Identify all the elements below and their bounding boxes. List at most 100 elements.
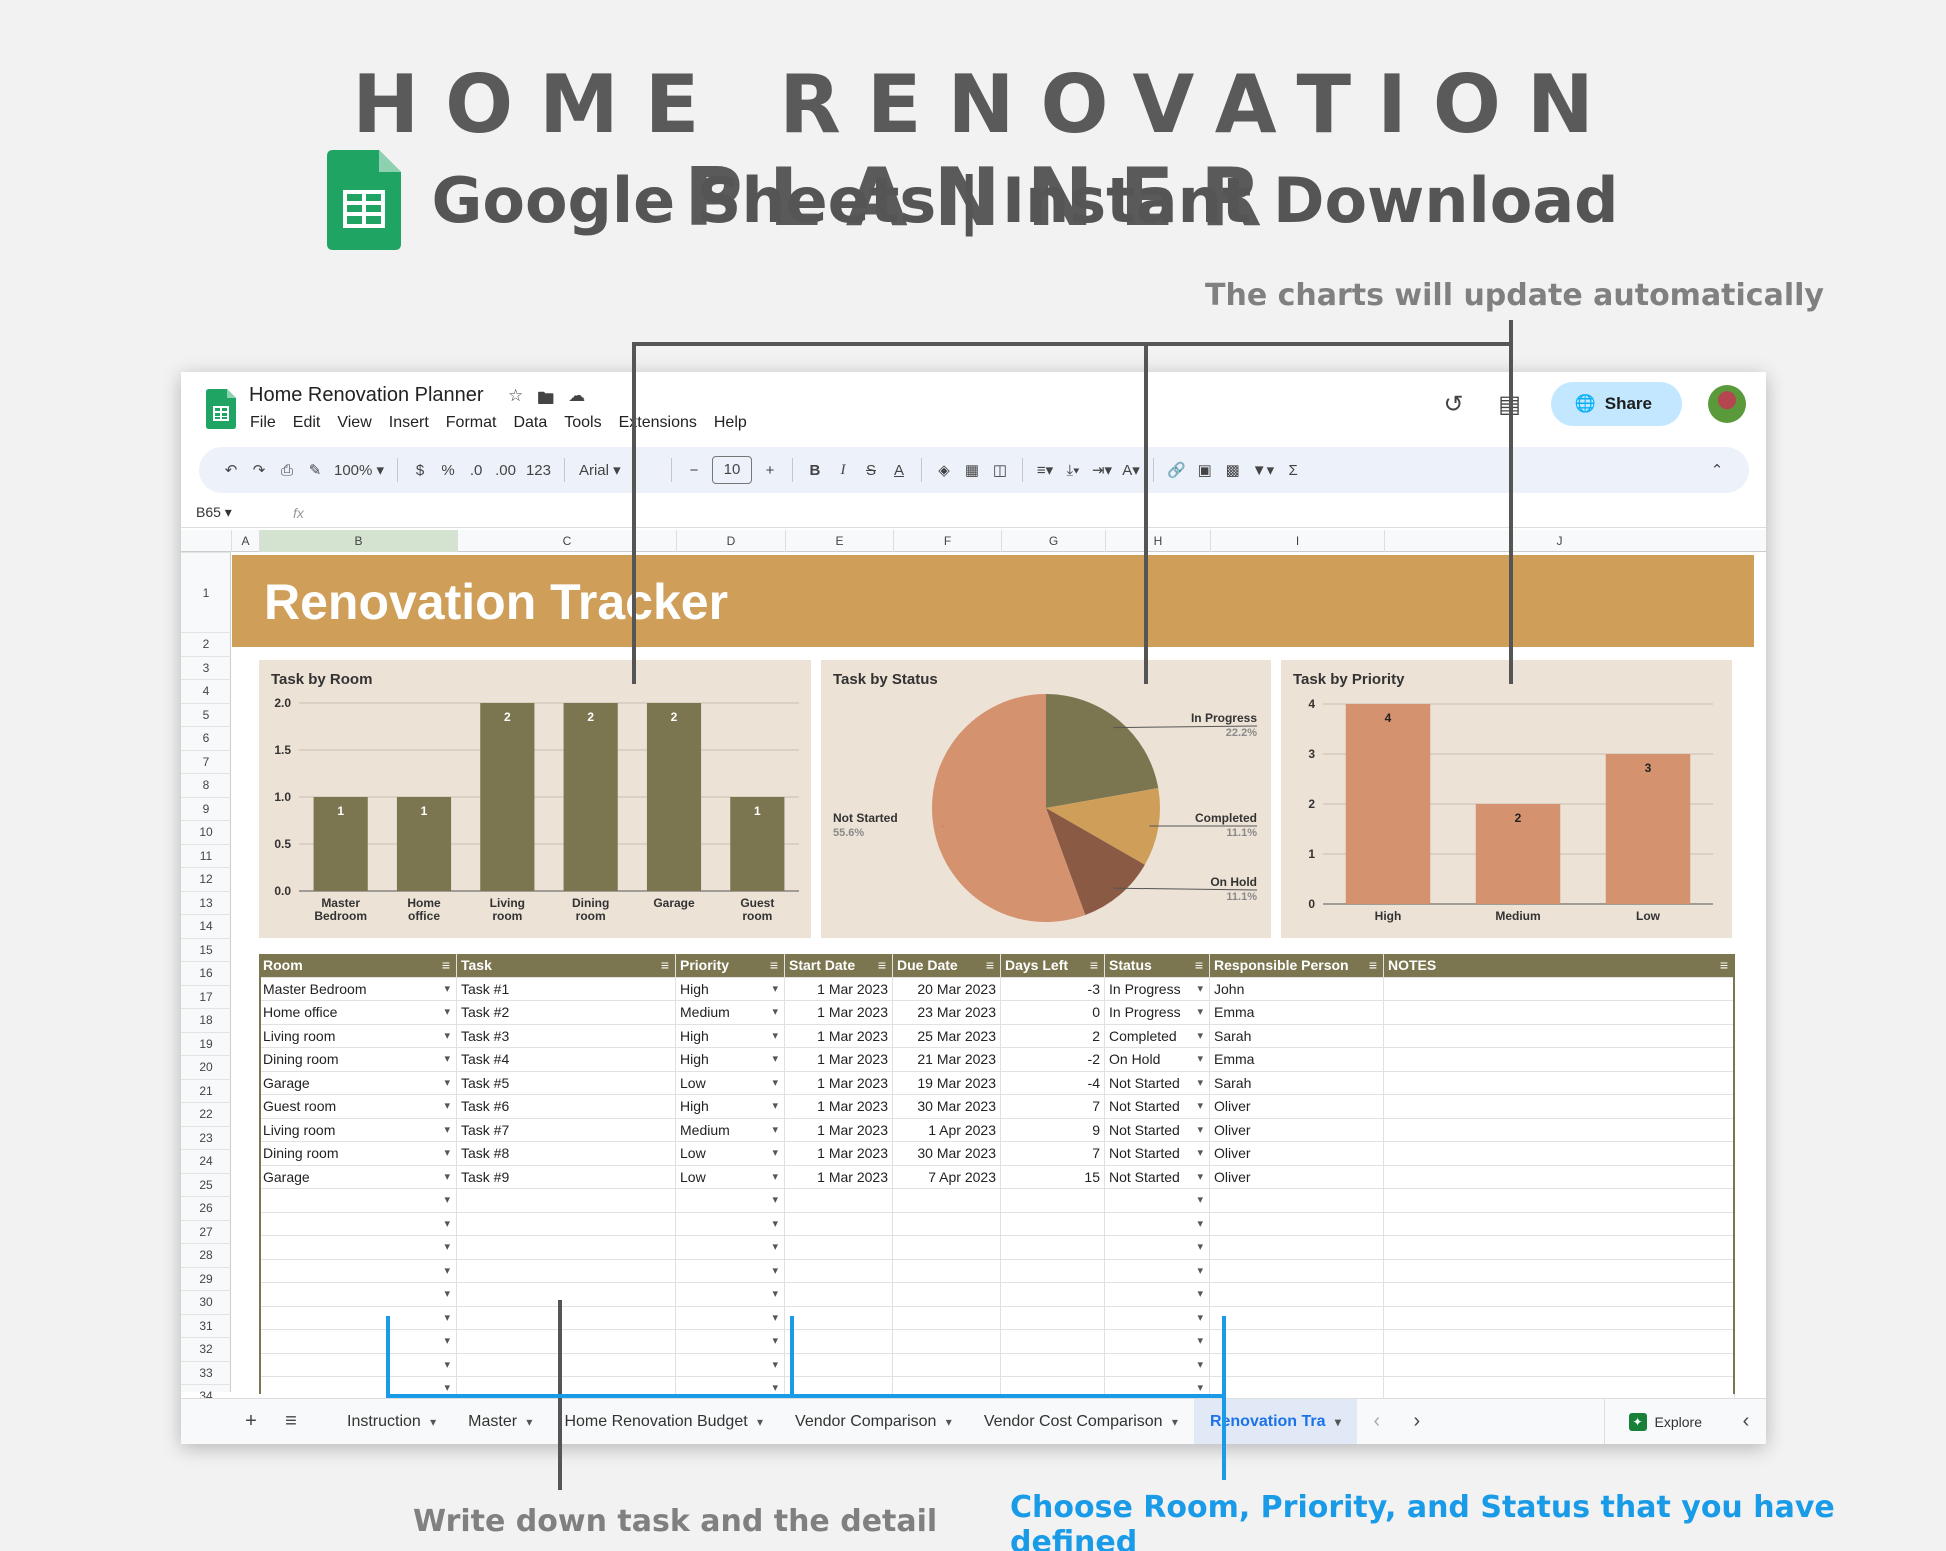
column-header-cell[interactable]: Room xyxy=(259,954,457,977)
table-cell[interactable] xyxy=(893,1259,1001,1283)
bar[interactable] xyxy=(396,797,452,891)
table-cell[interactable] xyxy=(1105,1259,1210,1283)
insert-chart-icon[interactable]: ▩ xyxy=(1225,462,1240,479)
table-cell[interactable] xyxy=(1001,1189,1105,1212)
table-cell[interactable] xyxy=(259,1189,457,1212)
merge-cells-icon[interactable]: ◫ xyxy=(992,462,1008,479)
table-cell[interactable] xyxy=(457,1236,676,1259)
menu-data[interactable]: Data xyxy=(513,414,548,431)
table-cell[interactable]: 9 xyxy=(1001,1118,1105,1142)
table-cell[interactable] xyxy=(676,1189,785,1212)
table-cell[interactable]: 1 Mar 2023 xyxy=(785,1048,893,1071)
table-cell[interactable]: 2 xyxy=(1001,1024,1105,1048)
table-cell[interactable]: -4 xyxy=(1001,1071,1105,1095)
column-header-c[interactable]: C xyxy=(457,530,676,552)
chart-task-by-status[interactable]: Task by Status In Progress 22.2% Completed… xyxy=(821,660,1271,938)
table-cell[interactable] xyxy=(259,1236,457,1259)
table-cell[interactable]: 30 Mar 2023 xyxy=(893,1095,1001,1118)
table-cell[interactable] xyxy=(1384,1377,1735,1400)
table-cell[interactable] xyxy=(785,1189,893,1212)
table-cell[interactable] xyxy=(1001,1283,1105,1306)
table-cell[interactable] xyxy=(676,1306,785,1330)
bar[interactable] xyxy=(1345,704,1431,904)
row-header[interactable]: 30 xyxy=(181,1290,231,1314)
text-color-icon[interactable]: A xyxy=(893,461,904,479)
table-cell[interactable]: Task #7 xyxy=(457,1118,676,1142)
table-cell[interactable] xyxy=(1105,1189,1210,1212)
table-cell[interactable] xyxy=(893,1377,1001,1400)
table-cell[interactable] xyxy=(259,1283,457,1306)
row-header[interactable]: 31 xyxy=(181,1313,231,1338)
table-cell[interactable] xyxy=(893,1236,1001,1259)
table-cell[interactable] xyxy=(893,1283,1001,1306)
table-cell[interactable] xyxy=(1384,1259,1735,1283)
strikethrough-icon[interactable]: S xyxy=(865,461,876,479)
table-cell[interactable] xyxy=(1105,1306,1210,1330)
row-header[interactable]: 22 xyxy=(181,1102,231,1126)
table-cell[interactable] xyxy=(259,1212,457,1236)
column-header-cell[interactable]: Task xyxy=(457,954,676,977)
table-cell[interactable] xyxy=(1001,1377,1105,1400)
table-cell[interactable]: Oliver xyxy=(1210,1118,1384,1142)
table-cell[interactable]: -3 xyxy=(1001,977,1105,1001)
bar[interactable] xyxy=(563,703,618,891)
table-cell[interactable] xyxy=(785,1377,893,1400)
sheet-tab[interactable]: Instruction xyxy=(331,1399,452,1445)
table-cell[interactable]: Living room xyxy=(259,1024,457,1048)
table-cell[interactable]: On Hold xyxy=(1105,1048,1210,1071)
sheets-app-icon[interactable] xyxy=(206,389,236,429)
table-cell[interactable]: Task #8 xyxy=(457,1142,676,1165)
table-cell[interactable]: Low xyxy=(676,1165,785,1189)
table-cell[interactable]: 1 Mar 2023 xyxy=(785,1024,893,1048)
table-cell[interactable]: 30 Mar 2023 xyxy=(893,1142,1001,1165)
table-cell[interactable] xyxy=(457,1306,676,1330)
explore-button[interactable]: ✦ Explore xyxy=(1603,1398,1726,1444)
table-cell[interactable] xyxy=(1210,1236,1384,1259)
row-header[interactable]: 29 xyxy=(181,1266,231,1291)
row-header[interactable]: 6 xyxy=(181,726,231,750)
all-sheets-icon[interactable]: ≡ xyxy=(285,1410,297,1432)
table-cell[interactable]: Medium xyxy=(676,1001,785,1024)
table-cell[interactable] xyxy=(785,1353,893,1377)
bar[interactable] xyxy=(480,703,535,891)
row-header[interactable]: 4 xyxy=(181,679,231,703)
menu-edit[interactable]: Edit xyxy=(292,414,321,431)
text-wrapping-icon[interactable]: ⇥▾ xyxy=(1091,462,1113,479)
version-history-icon[interactable]: ↺ xyxy=(1443,390,1464,418)
table-cell[interactable] xyxy=(1105,1283,1210,1306)
move-folder-icon[interactable]: 🖿 xyxy=(537,389,555,408)
table-cell[interactable]: 25 Mar 2023 xyxy=(893,1024,1001,1048)
table-cell[interactable]: Sarah xyxy=(1210,1071,1384,1095)
table-cell[interactable]: Low xyxy=(676,1071,785,1095)
table-cell[interactable] xyxy=(1210,1189,1384,1212)
table-cell[interactable]: Garage xyxy=(259,1165,457,1189)
table-cell[interactable]: 1 Mar 2023 xyxy=(785,1165,893,1189)
table-cell[interactable] xyxy=(676,1377,785,1400)
undo-icon[interactable]: ↶ xyxy=(224,462,238,479)
name-box[interactable]: B65 ▾ xyxy=(196,504,232,520)
cloud-status-icon[interactable]: ☁ xyxy=(568,386,586,405)
row-header[interactable]: 16 xyxy=(181,961,231,985)
table-cell[interactable]: 1 Apr 2023 xyxy=(893,1118,1001,1142)
menu-format[interactable]: Format xyxy=(445,414,497,431)
table-cell[interactable] xyxy=(676,1283,785,1306)
chart-task-by-room[interactable]: Task by Room 0.0 0.5 1.0 1.5 2.0 1 Master Bedro… xyxy=(259,660,811,938)
table-cell[interactable] xyxy=(259,1353,457,1377)
column-header-cell[interactable]: Start Date xyxy=(785,954,893,977)
column-header-cell[interactable]: Status xyxy=(1105,954,1210,977)
column-header-a[interactable]: A xyxy=(231,530,259,552)
pie-slice[interactable] xyxy=(932,694,1086,922)
document-title[interactable]: Home Renovation Planner xyxy=(249,384,484,406)
column-header-cell[interactable]: Responsible Person xyxy=(1210,954,1384,977)
column-header-e[interactable]: E xyxy=(785,530,893,552)
row-header[interactable]: 2 xyxy=(181,632,231,656)
menu-view[interactable]: View xyxy=(337,414,372,431)
table-cell[interactable] xyxy=(1384,1330,1735,1353)
decrease-decimal-button[interactable]: .0 xyxy=(469,461,483,479)
decrease-font-size-icon[interactable]: − xyxy=(689,461,699,479)
table-cell[interactable] xyxy=(1210,1259,1384,1283)
sheet-tab[interactable]: Vendor Comparison xyxy=(779,1399,968,1445)
table-cell[interactable] xyxy=(1105,1377,1210,1400)
table-cell[interactable]: John xyxy=(1210,977,1384,1001)
menu-tools[interactable]: Tools xyxy=(564,414,602,431)
